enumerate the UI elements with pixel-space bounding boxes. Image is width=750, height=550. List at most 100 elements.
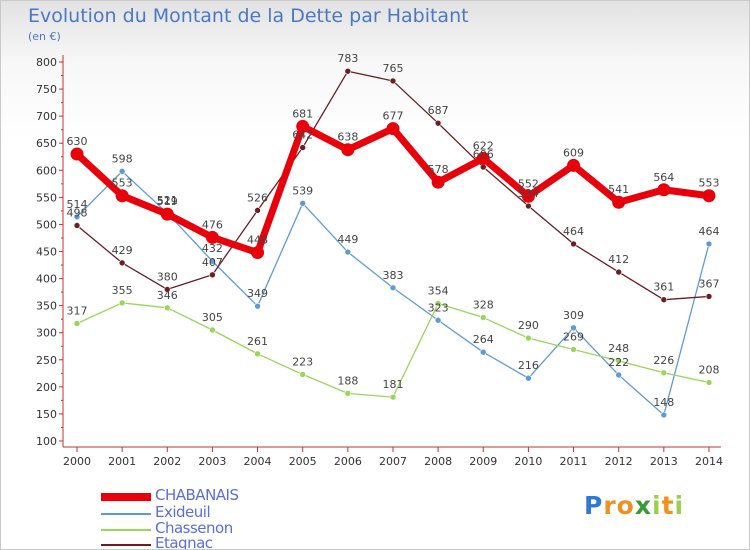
legend-swatch-exideuil	[101, 513, 151, 515]
data-point-chabanais	[567, 158, 581, 172]
data-label-chassenon: 261	[247, 335, 268, 348]
data-label-chabanais: 553	[112, 177, 133, 190]
data-point-chabanais	[115, 189, 129, 203]
data-point-etagnac	[73, 222, 81, 229]
x-tick-label: 2005	[289, 455, 317, 468]
y-tick-label: 150	[36, 408, 57, 421]
data-label-exideuil: 514	[67, 198, 88, 211]
data-label-chabanais: 519	[157, 195, 178, 208]
x-tick-label: 2013	[650, 455, 678, 468]
x-tick-label: 2012	[605, 455, 633, 468]
data-point-etagnac	[570, 240, 577, 248]
data-point-etagnac	[660, 296, 668, 303]
data-label-chassenon: 317	[67, 305, 88, 318]
data-label-exideuil: 309	[563, 309, 584, 322]
data-label-chassenon: 290	[518, 319, 539, 332]
data-label-etagnac: 606	[473, 148, 494, 161]
data-label-chabanais: 638	[337, 131, 358, 144]
legend-label-exideuil: Exideuil	[155, 503, 211, 521]
y-tick-label: 450	[36, 246, 57, 259]
unit-label: (en €)	[28, 30, 61, 43]
data-point-exideuil	[479, 348, 487, 356]
x-tick-label: 2011	[560, 455, 588, 468]
data-point-exideuil	[209, 257, 216, 265]
data-label-chassenon: 208	[698, 364, 719, 377]
data-label-chabanais: 609	[563, 146, 584, 159]
data-point-chabanais	[476, 151, 490, 165]
data-label-etagnac: 687	[428, 104, 449, 117]
data-label-chassenon: 328	[473, 299, 494, 312]
data-point-chassenon	[570, 346, 577, 353]
chart-title: Evolution du Montant de la Dette par Hab…	[28, 5, 469, 27]
data-label-chabanais: 681	[292, 107, 313, 120]
legend-label-chabanais: CHABANAIS	[155, 486, 239, 504]
data-label-etagnac: 429	[112, 244, 133, 257]
data-point-etagnac	[479, 163, 487, 171]
data-label-chabanais: 578	[428, 163, 449, 176]
data-point-chassenon	[344, 390, 352, 397]
y-tick-label: 100	[36, 435, 57, 448]
y-tick-label: 200	[36, 381, 57, 394]
data-point-etagnac	[615, 268, 622, 276]
data-point-chabanais	[70, 147, 84, 161]
data-point-chabanais	[431, 175, 445, 189]
data-label-exideuil: 449	[337, 233, 358, 246]
data-label-chassenon: 346	[157, 289, 178, 302]
data-label-chabanais: 552	[518, 177, 539, 190]
data-label-exideuil: 323	[428, 301, 449, 314]
data-label-chabanais: 541	[608, 183, 629, 196]
data-label-etagnac: 367	[698, 277, 719, 290]
data-label-exideuil: 349	[247, 287, 268, 300]
data-point-chassenon	[209, 326, 216, 334]
x-tick-label: 2002	[153, 455, 181, 468]
data-label-chabanais: 564	[653, 171, 674, 184]
data-point-etagnac	[299, 144, 307, 151]
x-tick-label: 2007	[379, 455, 407, 468]
data-point-exideuil	[660, 411, 668, 419]
data-point-chassenon	[525, 334, 532, 342]
data-point-exideuil	[570, 324, 577, 332]
x-tick-label: 2008	[424, 455, 452, 468]
data-point-chassenon	[118, 299, 126, 307]
data-label-chassenon: 269	[563, 330, 584, 343]
data-label-chassenon: 226	[653, 354, 674, 367]
data-label-exideuil: 539	[292, 184, 313, 197]
y-tick-label: 700	[36, 110, 57, 123]
x-tick-label: 2014	[695, 455, 723, 468]
data-label-chassenon: 305	[202, 311, 223, 324]
data-label-chabanais: 476	[202, 218, 223, 231]
data-label-etagnac: 765	[382, 62, 403, 75]
logo-letter: P	[584, 491, 604, 520]
data-point-etagnac	[209, 271, 216, 279]
data-point-chassenon	[705, 379, 713, 386]
data-point-etagnac	[163, 286, 171, 293]
x-tick-label: 2003	[198, 455, 226, 468]
data-label-exideuil: 264	[473, 333, 494, 346]
x-tick-label: 2000	[63, 455, 91, 468]
data-label-chassenon: 188	[337, 374, 358, 387]
legend-label-etagnac: Etagnac	[155, 534, 213, 550]
data-label-exideuil: 598	[112, 152, 133, 165]
data-label-chabanais: 630	[67, 135, 88, 148]
data-label-exideuil: 148	[653, 396, 674, 409]
x-tick-label: 2010	[514, 455, 542, 468]
data-label-chabanais: 448	[247, 234, 268, 247]
data-label-exideuil: 521	[157, 194, 178, 207]
data-point-exideuil	[705, 240, 713, 248]
data-point-chabanais	[341, 143, 355, 157]
data-point-exideuil	[525, 374, 532, 382]
data-point-chassenon	[660, 369, 668, 377]
data-label-exideuil: 464	[698, 225, 719, 238]
data-label-etagnac: 464	[563, 225, 584, 238]
data-label-exideuil: 222	[608, 356, 629, 369]
data-point-chabanais	[251, 246, 265, 260]
data-label-exideuil: 216	[518, 359, 539, 372]
data-label-etagnac: 642	[292, 129, 313, 142]
data-point-chassenon	[299, 371, 307, 378]
logo-letter: o	[616, 491, 635, 520]
data-label-chassenon: 181	[382, 378, 403, 391]
legend-label-chassenon: Chassenon	[155, 519, 233, 537]
data-point-exideuil	[299, 200, 307, 207]
